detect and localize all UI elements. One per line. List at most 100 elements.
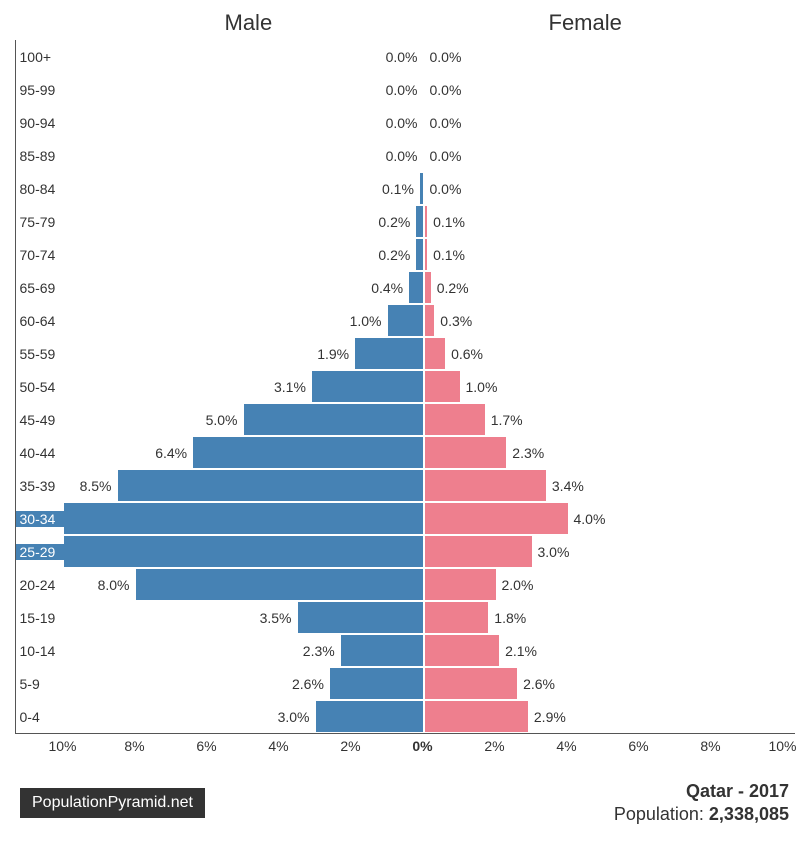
age-label: 100+ bbox=[16, 49, 64, 65]
male-half: 2.3% bbox=[64, 634, 424, 667]
male-bar bbox=[330, 667, 424, 700]
male-half: 0.0% bbox=[64, 139, 424, 172]
age-label: 60-64 bbox=[16, 313, 64, 329]
age-label: 15-19 bbox=[16, 610, 64, 626]
male-bar bbox=[355, 337, 423, 370]
female-bar bbox=[424, 634, 500, 667]
female-bar bbox=[424, 238, 428, 271]
age-label: 35-39 bbox=[16, 478, 64, 494]
female-value-label: 0.1% bbox=[433, 247, 465, 263]
female-value-label: 1.0% bbox=[466, 379, 498, 395]
female-bar bbox=[424, 700, 528, 733]
female-bar bbox=[424, 667, 518, 700]
female-value-label: 1.7% bbox=[491, 412, 523, 428]
female-value-label: 0.1% bbox=[433, 214, 465, 230]
population-value: 2,338,085 bbox=[709, 804, 789, 824]
age-row: 75-790.2%0.1% bbox=[16, 205, 795, 238]
male-bar bbox=[136, 568, 424, 601]
male-value-label: 2.6% bbox=[292, 676, 324, 692]
male-half: 1.0% bbox=[64, 304, 424, 337]
age-row: 0-43.0%2.9% bbox=[16, 700, 795, 733]
male-value-label: 2.3% bbox=[303, 643, 335, 659]
age-label: 40-44 bbox=[16, 445, 64, 461]
age-row: 50-543.1%1.0% bbox=[16, 370, 795, 403]
age-label: 70-74 bbox=[16, 247, 64, 263]
age-label: 65-69 bbox=[16, 280, 64, 296]
female-value-label: 3.4% bbox=[552, 478, 584, 494]
female-half: 0.0% bbox=[424, 106, 784, 139]
age-label: 20-24 bbox=[16, 577, 64, 593]
female-bar bbox=[424, 304, 435, 337]
female-half: 0.0% bbox=[424, 40, 784, 73]
female-half: 4.0% bbox=[424, 502, 784, 535]
population-pyramid-chart: Male Female 100+0.0%0.0%95-990.0%0.0%90-… bbox=[15, 10, 795, 760]
male-half: 0.2% bbox=[64, 205, 424, 238]
female-half: 1.8% bbox=[424, 601, 784, 634]
age-row: 45-49 5.0% 1.7% bbox=[16, 403, 795, 436]
x-tick: 2% bbox=[484, 738, 504, 754]
female-half: 0.6% bbox=[424, 337, 784, 370]
female-value-label: 1.8% bbox=[494, 610, 526, 626]
male-value-label: 6.4% bbox=[155, 445, 187, 461]
age-label: 45-49 bbox=[16, 412, 64, 428]
female-half: 0.0% bbox=[424, 172, 784, 205]
x-tick: 4% bbox=[556, 738, 576, 754]
age-row: 100+0.0%0.0% bbox=[16, 40, 795, 73]
female-half: 0.1% bbox=[424, 238, 784, 271]
male-value-label: 5.0% bbox=[206, 412, 238, 428]
male-bar bbox=[388, 304, 424, 337]
female-bar bbox=[424, 469, 546, 502]
chart-headers: Male Female bbox=[15, 10, 795, 40]
female-half: 0.2% bbox=[424, 271, 784, 304]
female-bar bbox=[424, 535, 532, 568]
male-half bbox=[64, 502, 424, 535]
male-half: 8.0% bbox=[64, 568, 424, 601]
female-half: 2.1% bbox=[424, 634, 784, 667]
female-half: 2.3% bbox=[424, 436, 784, 469]
female-bar bbox=[424, 502, 568, 535]
x-axis: 10%8%6%4%2%0%2%4%6%8%10% bbox=[15, 736, 795, 760]
age-label: 25-29 bbox=[16, 543, 64, 561]
male-half: 8.5% bbox=[64, 469, 424, 502]
age-row: 85-890.0%0.0% bbox=[16, 139, 795, 172]
x-tick: 6% bbox=[628, 738, 648, 754]
female-bar bbox=[424, 601, 489, 634]
chart-rows: 100+0.0%0.0%95-990.0%0.0%90-940.0%0.0%85… bbox=[15, 40, 795, 734]
male-bar bbox=[64, 535, 424, 568]
male-half: 1.9% bbox=[64, 337, 424, 370]
female-bar bbox=[424, 370, 460, 403]
male-half: 3.5% bbox=[64, 601, 424, 634]
male-half: 0.1% bbox=[64, 172, 424, 205]
x-tick: 2% bbox=[340, 738, 360, 754]
age-label: 10-14 bbox=[16, 643, 64, 659]
age-label: 0-4 bbox=[16, 709, 64, 725]
male-bar bbox=[409, 271, 423, 304]
age-label: 85-89 bbox=[16, 148, 64, 164]
male-half: 0.4% bbox=[64, 271, 424, 304]
female-half: 0.1% bbox=[424, 205, 784, 238]
male-bar bbox=[316, 700, 424, 733]
x-tick: 8% bbox=[700, 738, 720, 754]
female-value-label: 0.3% bbox=[440, 313, 472, 329]
population-line: Population: 2,338,085 bbox=[614, 803, 789, 826]
female-value-label: 0.6% bbox=[451, 346, 483, 362]
population-label: Population: bbox=[614, 804, 709, 824]
female-header: Female bbox=[549, 10, 622, 36]
age-row: 60-641.0% 0.3% bbox=[16, 304, 795, 337]
female-value-label: 4.0% bbox=[574, 511, 606, 527]
male-bar bbox=[416, 238, 423, 271]
female-value-label: 2.0% bbox=[502, 577, 534, 593]
x-tick: 8% bbox=[124, 738, 144, 754]
male-half: 0.0% bbox=[64, 40, 424, 73]
female-value-label: 3.0% bbox=[538, 544, 570, 560]
age-row: 80-840.1%0.0% bbox=[16, 172, 795, 205]
male-half: 3.1% bbox=[64, 370, 424, 403]
age-row: 40-44 6.4% 2.3% bbox=[16, 436, 795, 469]
female-bar bbox=[424, 205, 428, 238]
female-half: 1.7% bbox=[424, 403, 784, 436]
male-half: 2.6% bbox=[64, 667, 424, 700]
female-bar bbox=[424, 403, 485, 436]
chart-footer: PopulationPyramid.net Qatar - 2017 Popul… bbox=[10, 780, 799, 837]
female-value-label: 0.0% bbox=[430, 115, 462, 131]
male-value-label: 1.9% bbox=[317, 346, 349, 362]
